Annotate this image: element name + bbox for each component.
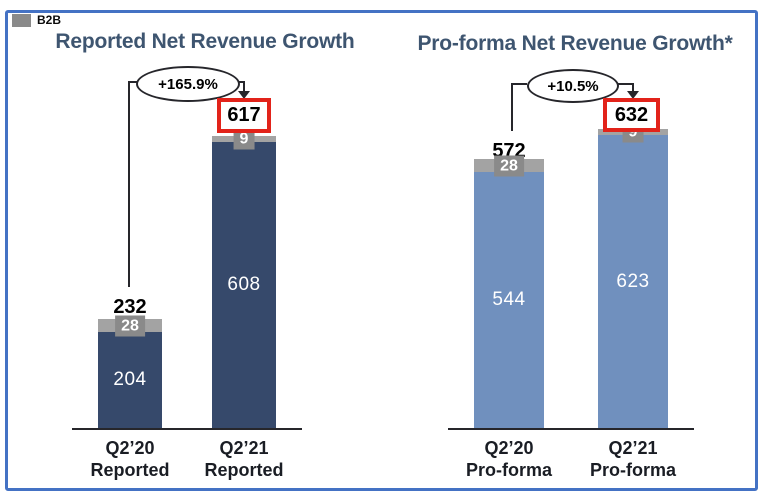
bar-q220-reported: 28 204 [98, 315, 162, 428]
proforma-chart-panel: Pro-forma Net Revenue Growth* +10.5% 572… [410, 0, 740, 494]
connector-line [511, 83, 527, 85]
connector-line [128, 81, 138, 83]
reported-chart-panel: Reported Net Revenue Growth +165.9% 232 … [40, 0, 370, 494]
x-label-line1: Q2’20 [105, 438, 155, 458]
segment-base-q221-proforma: 623 [598, 135, 668, 428]
segment-base-value: 623 [616, 270, 650, 292]
legend-b2b-swatch [12, 13, 31, 27]
connector-line [243, 81, 245, 94]
connector-line [632, 83, 634, 94]
segment-base-q220-proforma: 544 [474, 172, 544, 428]
x-axis-label-q220-proforma: Q2’20 Pro-forma [459, 437, 559, 481]
highlighted-total-q221-proforma: 632 [603, 98, 660, 132]
arrow-down-icon [238, 91, 250, 99]
bar-q221-reported: 9 608 [212, 128, 276, 428]
x-label-line2: Reported [204, 460, 284, 480]
growth-annotation-proforma: +10.5% [527, 69, 619, 103]
segment-base-value: 544 [492, 289, 526, 311]
growth-annotation-reported: +165.9% [136, 66, 240, 102]
proforma-plot-area: 28 544 9 623 [448, 121, 694, 430]
x-label-line2: Pro-forma [589, 460, 676, 480]
bar-q221-proforma: 9 623 [598, 121, 668, 428]
segment-base-q220-reported: 204 [98, 332, 162, 428]
x-label-line2: Pro-forma [465, 460, 552, 480]
x-axis-label-q221-proforma: Q2’21 Pro-forma [583, 437, 683, 481]
segment-b2b-q220-proforma: 28 [474, 155, 544, 177]
x-label-line1: Q2’20 [484, 438, 534, 458]
segment-base-q221-reported: 608 [212, 142, 276, 428]
legend-b2b-label: B2B [37, 13, 62, 27]
proforma-chart-title: Pro-forma Net Revenue Growth* [417, 32, 733, 55]
segment-b2b-value-badge: 28 [115, 315, 145, 337]
connector-line [613, 83, 634, 85]
x-axis-label-q221-reported: Q2’21 Reported [194, 437, 294, 481]
reported-plot-area: 28 204 9 608 [72, 126, 302, 430]
bar-q220-proforma: 28 544 [474, 155, 544, 428]
x-label-line1: Q2’21 [608, 438, 658, 458]
reported-chart-title: Reported Net Revenue Growth [55, 30, 355, 53]
x-axis-label-q220-reported: Q2’20 Reported [80, 437, 180, 481]
slide-border-frame [5, 10, 758, 491]
segment-b2b-value-badge: 9 [233, 128, 255, 150]
connector-line [128, 81, 130, 287]
segment-base-value: 204 [113, 369, 147, 391]
connector-line [511, 83, 513, 131]
legend: B2B [12, 13, 61, 27]
segment-b2b-value-badge: 28 [494, 155, 524, 177]
x-label-line1: Q2’21 [219, 438, 269, 458]
x-label-line2: Reported [90, 460, 170, 480]
total-label-q220-reported: 232 [113, 296, 147, 318]
highlighted-total-q221-reported: 617 [217, 98, 271, 133]
arrow-down-icon [627, 91, 639, 99]
segment-base-value: 608 [227, 274, 261, 296]
segment-b2b-q220-reported: 28 [98, 315, 162, 337]
segment-b2b-q221-reported: 9 [212, 128, 276, 150]
